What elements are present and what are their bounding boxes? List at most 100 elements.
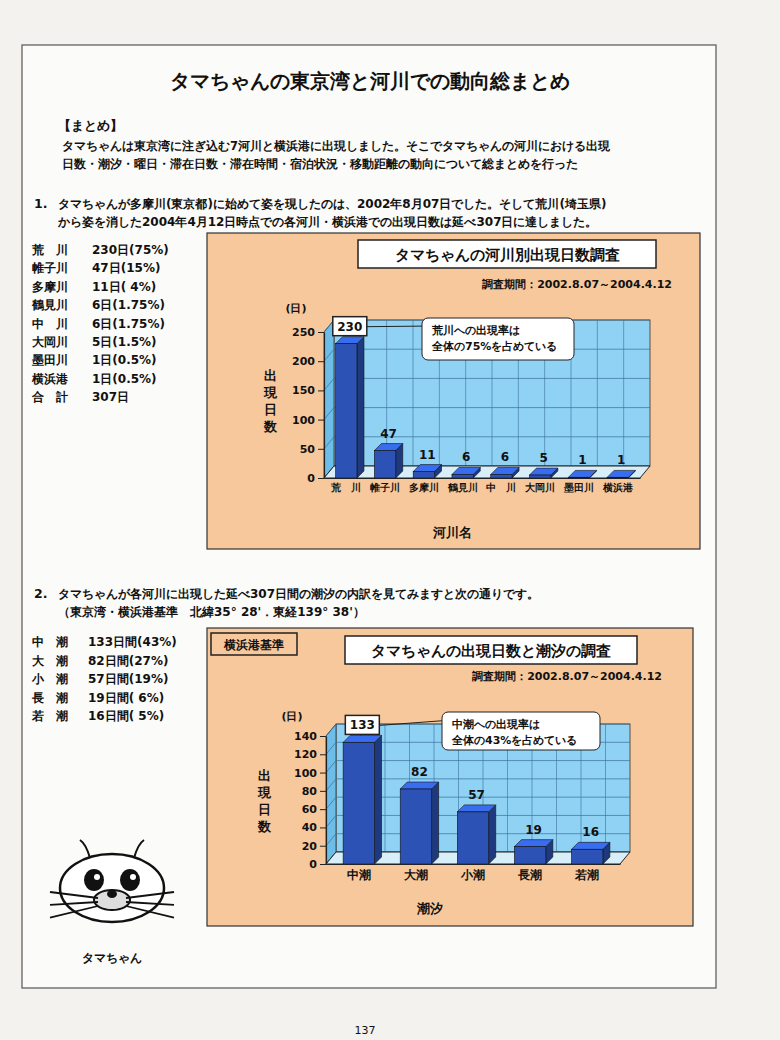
wall-grid-vertical: [605, 724, 606, 852]
summary-text: 日数・潮汐・曜日・滞在日数・滞在時間・宿泊状況・移動距離の動向について総まとめを…: [62, 157, 578, 171]
y-axis-line: [324, 333, 325, 479]
character-label: タマちゃん: [82, 951, 142, 965]
badge: 横浜港基準: [223, 638, 284, 652]
data-label: 5: [539, 451, 547, 465]
list-value: 230日(75%): [92, 243, 169, 257]
y-tick: 40: [302, 821, 326, 834]
grid-line-side: [326, 761, 336, 773]
page-title: タマちゃんの東京湾と河川での動向総まとめ: [170, 69, 570, 93]
data-label: 6: [501, 450, 509, 464]
chart: 横浜港基準 タマちゃんの出現日数と潮汐の調査調査期間：2002.8.07～2004…: [207, 628, 693, 926]
character-eye: [120, 869, 140, 891]
wall-grid-vertical: [597, 320, 598, 466]
plot-walls: [324, 320, 650, 478]
y-tick-mark: [318, 361, 324, 362]
page-canvas: タマちゃんの東京湾と河川での動向総まとめ【まとめ】タマちゃんは東京湾に注ぎ込む7…: [0, 0, 780, 1040]
y-tick-label: 50: [300, 443, 316, 456]
x-tick: 中潮: [347, 864, 371, 882]
list-label: 大岡川: [32, 335, 68, 349]
section-text: から姿を消した2004年4月12日時点での各河川・横浜港での出現日数は延べ307…: [57, 215, 598, 229]
grid-line-side: [324, 437, 334, 449]
bar-top: [568, 470, 596, 477]
bar-side: [375, 735, 382, 864]
grid-line-side: [326, 797, 336, 809]
x-tick: 小潮: [460, 864, 485, 882]
wall-grid-vertical: [623, 320, 624, 466]
bar: [343, 742, 374, 864]
y-tick-mark: [318, 332, 324, 333]
y-tick: 150: [292, 384, 324, 397]
x-tick: 若潮: [574, 864, 599, 882]
data-labels: 13382571916: [345, 715, 599, 839]
x-tick-label: 横浜港: [602, 482, 634, 493]
y-tick-label: 60: [302, 803, 318, 816]
y-tick: 100: [294, 767, 326, 780]
bar-side: [489, 805, 496, 864]
list-value: 1日(0.5%): [92, 353, 157, 367]
x-axis: 荒 川帷子川多摩川鶴見川中 川大岡川墨田川横浜港: [325, 478, 641, 493]
y-tick: 200: [292, 355, 324, 368]
list-value: 57日間(19%): [88, 672, 168, 686]
y-tick-mark: [320, 736, 326, 737]
grid-line-side: [326, 779, 336, 791]
y-tick: 140: [294, 730, 326, 743]
x-tick: 多摩川: [409, 478, 439, 493]
x-tick: 大岡川: [524, 478, 555, 493]
chart-subtitle: 調査期間：2002.8.07～2004.4.12: [482, 278, 672, 291]
grid-line-side: [324, 378, 334, 390]
bar-side: [357, 337, 364, 478]
y-tick-label: 0: [309, 858, 317, 871]
character-muzzle: [94, 890, 130, 910]
bar: [607, 477, 628, 478]
chart: タマちゃんの河川別出現日数調査調査期間：2002.8.07～2004.4.120…: [207, 233, 700, 549]
list-label: 合 計: [31, 390, 68, 404]
character-whisker: [50, 906, 98, 918]
bar-top: [491, 467, 519, 474]
chart-panel: [207, 233, 700, 549]
summary-heading: 【まとめ】: [58, 118, 123, 133]
chart-title: タマちゃんの出現日数と潮汐の調査: [371, 642, 611, 659]
section-text: タマちゃんが各河川に出現した延べ307日間の潮汐の内訳を見てみますと次の通りです…: [58, 587, 539, 601]
chart-subtitle: 調査期間：2002.8.07～2004.4.12: [472, 670, 662, 683]
character-whisker: [126, 906, 174, 918]
y-axis: 020406080100120140: [294, 730, 326, 871]
annotation-text: 全体の43%を占めている: [451, 734, 577, 747]
y-axis-title: 出現日数: [257, 768, 272, 834]
badge-box: [211, 633, 297, 655]
grid-line-side: [326, 742, 336, 754]
x-tick-label: 中潮: [347, 868, 371, 882]
list-label: 鶴見川: [31, 298, 68, 312]
list-value: 6日(1.75%): [92, 298, 165, 312]
y-axis-line: [326, 737, 327, 865]
x-axis-line: [327, 864, 621, 865]
y-tick-mark: [320, 809, 326, 810]
data-label: 1: [578, 453, 586, 467]
y-tick-mark: [318, 449, 324, 450]
data-label: 1: [617, 453, 625, 467]
bar-side: [432, 782, 439, 864]
x-tick: 横浜港: [602, 478, 634, 493]
bar-top: [343, 735, 381, 742]
y-tick: 0: [309, 858, 326, 871]
character-eye-shine: [130, 874, 136, 880]
y-tick: 60: [302, 803, 326, 816]
y-tick: 0: [307, 472, 324, 485]
list-value: 133日間(43%): [88, 635, 177, 649]
list-value: 47日(15%): [92, 261, 160, 275]
y-tick-label: 150: [292, 384, 315, 397]
list-label: 帷子川: [32, 261, 68, 275]
bar: [571, 849, 602, 864]
back-wall: [334, 320, 650, 466]
list-value: 5日(1.5%): [92, 335, 157, 349]
x-tick: 中 川: [486, 478, 516, 493]
character-whisker: [50, 902, 98, 905]
section-text: タマちゃんが多摩川(東京都)に始めて姿を現したのは、2002年8月07日でした。…: [58, 197, 606, 211]
list-label: 若 潮: [31, 709, 68, 723]
y-tick-mark: [320, 864, 326, 865]
character-ear: [80, 840, 90, 858]
grid-line-side: [326, 834, 336, 846]
y-tick-mark: [320, 754, 326, 755]
bar: [336, 344, 357, 478]
page: タマちゃんの東京湾と河川での動向総まとめ【まとめ】タマちゃんは東京湾に注ぎ込む7…: [0, 0, 780, 1040]
bar: [413, 472, 434, 478]
